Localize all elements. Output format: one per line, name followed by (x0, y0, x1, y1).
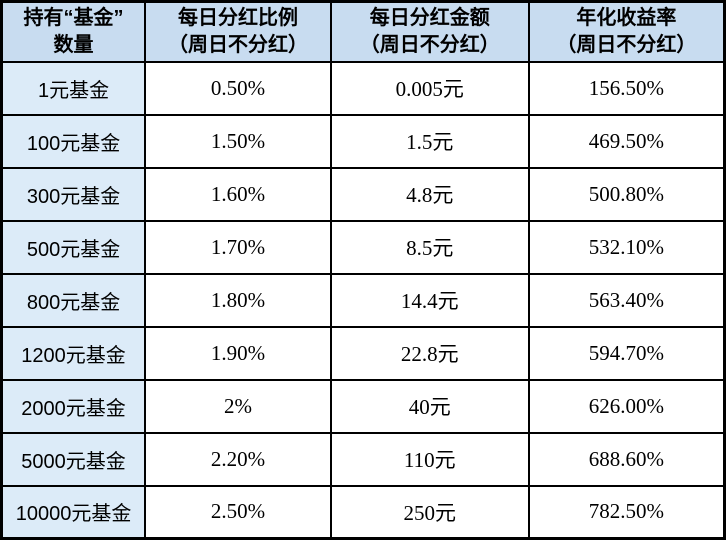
header-line: 数量 (53, 33, 94, 56)
annual-yield-cell: 688.60% (527, 431, 726, 487)
column-header-dividend-amount: 每日分红金额 （周日不分红） (329, 0, 530, 63)
annual-yield-cell: 532.10% (527, 219, 726, 275)
header-row: 持有“基金” 数量 每日分红比例 （周日不分红） 每日分红金额 （周日不分红） … (0, 0, 726, 63)
annual-yield-cell: 563.40% (527, 272, 726, 328)
dividend-ratio-cell: 1.60% (144, 166, 332, 222)
dividend-amount-cell: 1.5元 (329, 113, 530, 169)
dividend-ratio-cell: 1.70% (144, 219, 332, 275)
table-row: 1元基金 0.50% 0.005元 156.50% (0, 60, 726, 116)
table-row: 500元基金 1.70% 8.5元 532.10% (0, 219, 726, 275)
header-line: （周日不分红） (167, 33, 308, 56)
dividend-ratio-cell: 2.50% (144, 484, 332, 540)
annual-yield-cell: 626.00% (527, 378, 726, 434)
header-line: 持有“基金” (23, 6, 124, 29)
dividend-amount-cell: 14.4元 (329, 272, 530, 328)
dividend-ratio-cell: 2.20% (144, 431, 332, 487)
header-line: （周日不分红） (359, 33, 500, 56)
dividend-ratio-cell: 1.90% (144, 325, 332, 381)
dividend-amount-cell: 40元 (329, 378, 530, 434)
annual-yield-cell: 469.50% (527, 113, 726, 169)
dividend-ratio-cell: 0.50% (144, 60, 332, 116)
annual-yield-cell: 782.50% (527, 484, 726, 540)
annual-yield-cell: 500.80% (527, 166, 726, 222)
table-row: 5000元基金 2.20% 110元 688.60% (0, 431, 726, 487)
annual-yield-cell: 156.50% (527, 60, 726, 116)
header-line: （周日不分红） (556, 33, 697, 56)
column-header-annual-yield: 年化收益率 （周日不分红） (527, 0, 726, 63)
dividend-amount-cell: 250元 (329, 484, 530, 540)
table-row: 300元基金 1.60% 4.8元 500.80% (0, 166, 726, 222)
header-line: 每日分红比例 (177, 6, 298, 29)
table-row: 800元基金 1.80% 14.4元 563.40% (0, 272, 726, 328)
table-row: 100元基金 1.50% 1.5元 469.50% (0, 113, 726, 169)
dividend-ratio-cell: 1.50% (144, 113, 332, 169)
table-body: 1元基金 0.50% 0.005元 156.50% 100元基金 1.50% 1… (0, 60, 726, 540)
header-line: 每日分红金额 (369, 6, 490, 29)
table-row: 10000元基金 2.50% 250元 782.50% (0, 484, 726, 540)
table-row: 1200元基金 1.90% 22.8元 594.70% (0, 325, 726, 381)
table-header: 持有“基金” 数量 每日分红比例 （周日不分红） 每日分红金额 （周日不分红） … (0, 0, 726, 63)
fund-amount-cell: 1200元基金 (0, 325, 147, 381)
fund-amount-cell: 5000元基金 (0, 431, 147, 487)
dividend-amount-cell: 4.8元 (329, 166, 530, 222)
fund-amount-cell: 300元基金 (0, 166, 147, 222)
dividend-amount-cell: 0.005元 (329, 60, 530, 116)
fund-amount-cell: 10000元基金 (0, 484, 147, 540)
dividend-ratio-cell: 1.80% (144, 272, 332, 328)
fund-amount-cell: 800元基金 (0, 272, 147, 328)
header-line: 年化收益率 (576, 6, 677, 29)
fund-amount-cell: 1元基金 (0, 60, 147, 116)
column-header-fund-amount: 持有“基金” 数量 (0, 0, 147, 63)
dividend-amount-cell: 110元 (329, 431, 530, 487)
fund-amount-cell: 100元基金 (0, 113, 147, 169)
fund-amount-cell: 500元基金 (0, 219, 147, 275)
fund-amount-cell: 2000元基金 (0, 378, 147, 434)
table-row: 2000元基金 2% 40元 626.00% (0, 378, 726, 434)
annual-yield-cell: 594.70% (527, 325, 726, 381)
column-header-dividend-ratio: 每日分红比例 （周日不分红） (144, 0, 332, 63)
dividend-ratio-cell: 2% (144, 378, 332, 434)
dividend-amount-cell: 8.5元 (329, 219, 530, 275)
dividend-amount-cell: 22.8元 (329, 325, 530, 381)
